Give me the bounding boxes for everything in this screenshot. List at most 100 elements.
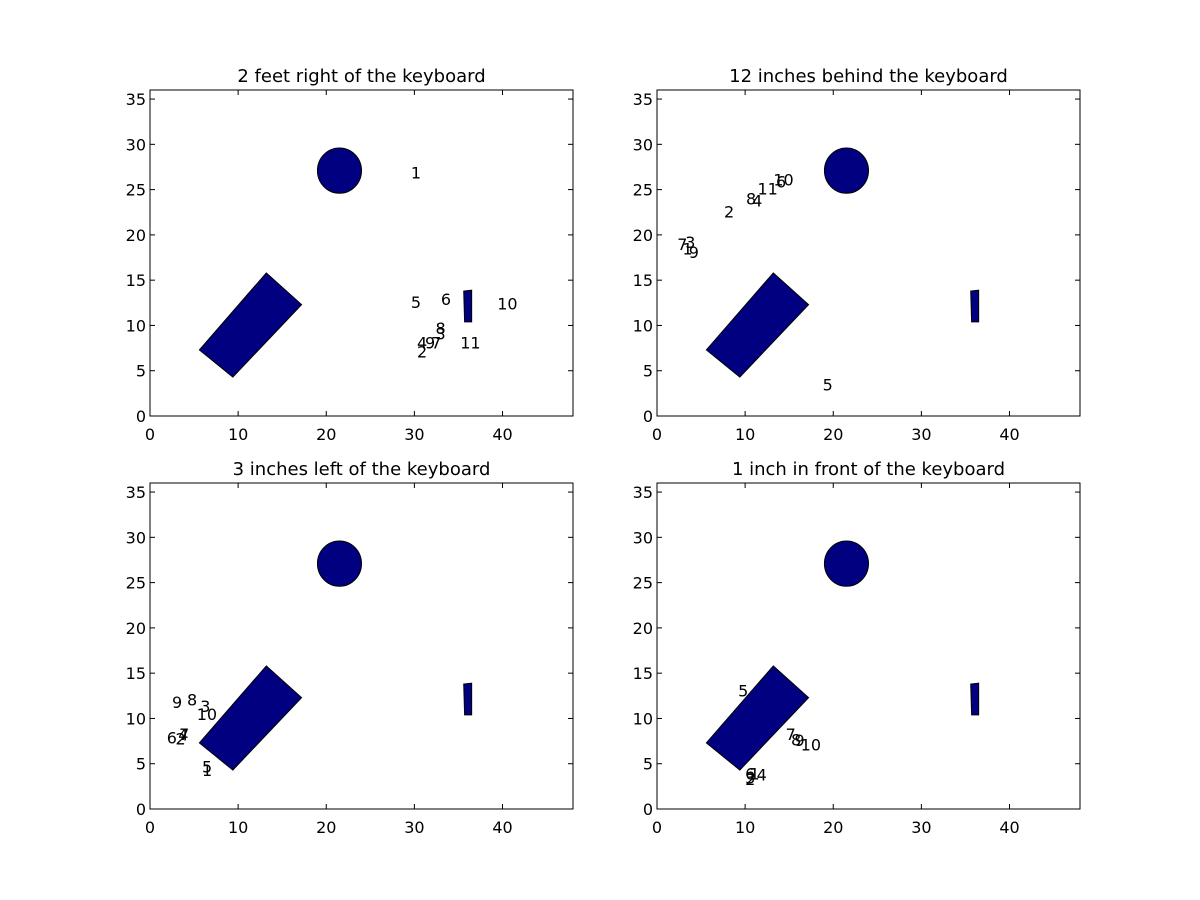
y-tick-label: 20 [126, 226, 146, 245]
point-label: 2 [724, 202, 734, 221]
y-tick-label: 25 [633, 181, 653, 200]
point-label: 3 [685, 233, 695, 252]
point-label: 6 [745, 765, 755, 784]
point-label: 5 [738, 681, 748, 700]
x-tick-label: 40 [492, 425, 512, 444]
point-label: 5 [411, 293, 421, 312]
point-label: 6 [167, 728, 177, 747]
y-tick-label: 0 [136, 800, 146, 819]
point-label: 6 [776, 172, 786, 191]
point-label: 2 [176, 729, 186, 748]
small-object-shape [970, 682, 980, 716]
subplot-title: 3 inches left of the keyboard [233, 459, 491, 480]
x-tick-label: 10 [735, 818, 755, 837]
point-label: 5 [823, 375, 833, 394]
point-label: 9 [689, 243, 699, 262]
point-label: 7 [431, 334, 441, 353]
subplot-title: 2 feet right of the keyboard [237, 66, 485, 87]
keyboard-shape [198, 665, 303, 771]
y-tick-label: 35 [126, 90, 146, 109]
point-label: 10 [801, 736, 821, 755]
y-tick-label: 25 [126, 574, 146, 593]
small-object-shape [463, 682, 473, 716]
point-label: 3 [745, 768, 755, 787]
point-label: 1 [202, 761, 212, 780]
axes-frame [149, 89, 574, 417]
axes-frame [656, 89, 1081, 417]
y-tick-label: 20 [633, 619, 653, 638]
point-label: 7 [786, 725, 796, 744]
point-label: 9 [794, 731, 804, 750]
point-label: 8 [436, 319, 446, 338]
keyboard-shape [705, 272, 810, 378]
circle-shape [316, 540, 362, 587]
y-tick-label: 10 [633, 709, 653, 728]
y-tick-label: 25 [633, 574, 653, 593]
point-label: 10 [497, 295, 517, 314]
point-label: 1 [750, 765, 760, 784]
subplot-title: 12 inches behind the keyboard [729, 66, 1008, 87]
y-tick-label: 5 [643, 755, 653, 774]
point-label: 11 [460, 334, 480, 353]
y-tick-label: 0 [643, 800, 653, 819]
y-tick-label: 20 [633, 226, 653, 245]
point-label: 9 [172, 693, 182, 712]
x-tick-label: 20 [823, 425, 843, 444]
point-label: 10 [197, 705, 217, 724]
point-label: 4 [757, 766, 767, 785]
y-tick-label: 15 [633, 271, 653, 290]
y-tick-label: 5 [643, 362, 653, 381]
x-tick-label: 20 [316, 425, 336, 444]
y-tick-label: 30 [126, 528, 146, 547]
y-tick-label: 10 [633, 316, 653, 335]
point-label: 3 [436, 325, 446, 344]
point-label: 4 [752, 191, 762, 210]
point-label: 2 [745, 770, 755, 789]
point-label: 4 [178, 726, 188, 745]
x-tick-label: 0 [145, 818, 155, 837]
point-label: 1 [411, 163, 421, 182]
y-tick-label: 30 [633, 135, 653, 154]
circle-shape [823, 540, 869, 587]
x-tick-label: 20 [316, 818, 336, 837]
y-tick-label: 25 [126, 181, 146, 200]
point-label: 8 [791, 730, 801, 749]
x-tick-label: 10 [228, 425, 248, 444]
point-label: 3 [200, 697, 210, 716]
x-tick-label: 20 [823, 818, 843, 837]
x-tick-label: 0 [652, 818, 662, 837]
y-tick-label: 0 [643, 407, 653, 426]
x-tick-label: 40 [999, 818, 1019, 837]
point-label: 2 [417, 343, 427, 362]
point-label: 11 [757, 180, 777, 199]
y-tick-label: 5 [136, 755, 146, 774]
small-object-shape [970, 289, 980, 323]
x-tick-label: 10 [228, 818, 248, 837]
circle-shape [316, 147, 362, 194]
y-tick-label: 30 [126, 135, 146, 154]
x-tick-label: 40 [999, 425, 1019, 444]
x-tick-label: 0 [145, 425, 155, 444]
point-label: 9 [425, 334, 435, 353]
x-tick-label: 30 [404, 818, 424, 837]
axes-frame [149, 482, 574, 810]
point-label: 1 [683, 239, 693, 258]
point-label: 8 [746, 190, 756, 209]
x-tick-label: 0 [652, 425, 662, 444]
subplot-title: 1 inch in front of the keyboard [732, 459, 1005, 480]
y-tick-label: 35 [126, 483, 146, 502]
y-tick-label: 15 [126, 664, 146, 683]
x-tick-label: 30 [911, 818, 931, 837]
x-tick-label: 30 [911, 425, 931, 444]
point-label: 4 [417, 334, 427, 353]
y-tick-label: 35 [633, 483, 653, 502]
keyboard-shape [198, 272, 303, 378]
circle-shape [823, 147, 869, 194]
y-tick-label: 20 [126, 619, 146, 638]
axes-frame [656, 482, 1081, 810]
